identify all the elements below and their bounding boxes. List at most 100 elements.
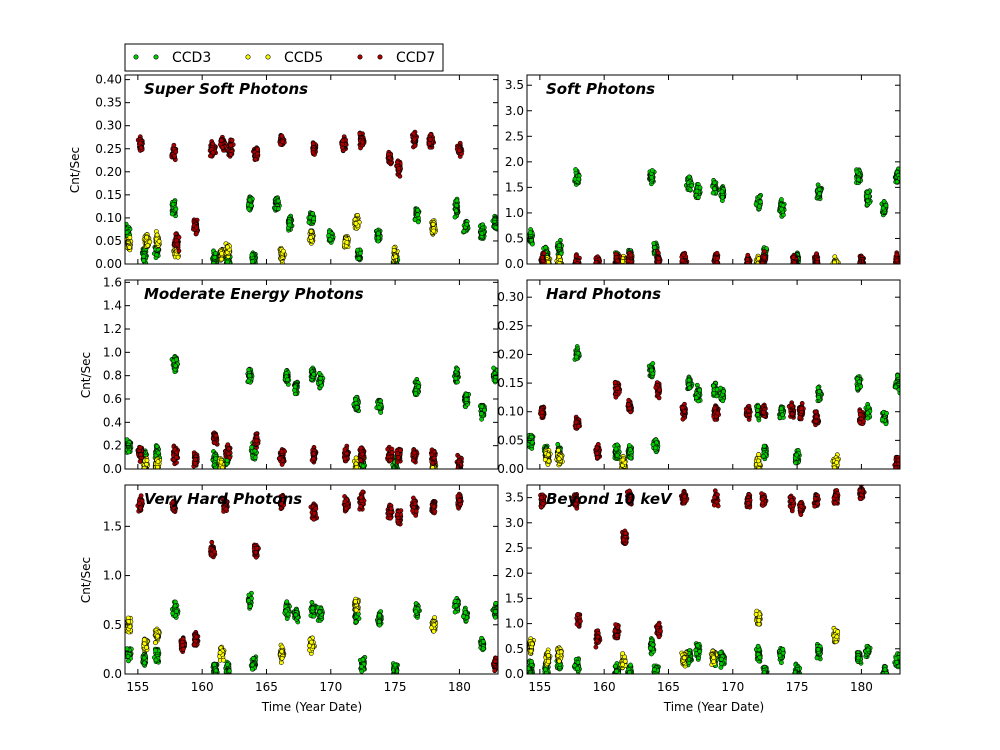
point-ccd7 [194, 225, 199, 231]
point-ccd7 [791, 255, 796, 260]
point-ccd7 [174, 241, 180, 247]
ytick-label: 0.00 [95, 257, 122, 271]
point-ccd3 [156, 450, 161, 456]
point-ccd7 [255, 147, 261, 152]
point-ccd3 [169, 211, 175, 217]
point-ccd3 [246, 206, 252, 212]
point-ccd3 [415, 219, 421, 225]
legend-frame [124, 43, 444, 72]
point-ccd7 [208, 153, 213, 159]
point-ccd7 [279, 133, 285, 139]
point-ccd3 [310, 211, 316, 216]
point-ccd3 [212, 254, 218, 260]
point-ccd3 [415, 212, 421, 218]
point-ccd3 [576, 176, 582, 182]
point-ccd3 [464, 392, 469, 398]
point-ccd3 [479, 231, 485, 236]
ytick-label: 0.20 [95, 165, 122, 179]
point-ccd7 [220, 144, 225, 150]
point-ccd3 [880, 205, 886, 211]
point-ccd3 [246, 367, 252, 373]
point-ccd7 [656, 256, 662, 262]
legend-label-ccd5: CCD5 [284, 50, 323, 66]
point-ccd3 [376, 405, 382, 410]
point-ccd7 [411, 131, 417, 136]
point-ccd3 [757, 199, 763, 205]
point-ccd7 [628, 252, 634, 258]
point-ccd3 [695, 195, 701, 200]
point-ccd7 [280, 139, 285, 145]
point-ccd3 [356, 256, 362, 261]
point-ccd3 [354, 404, 360, 410]
point-ccd7 [894, 252, 900, 258]
point-ccd5 [393, 254, 399, 260]
point-ccd3 [453, 375, 459, 381]
ytick-label: 0.25 [95, 142, 122, 156]
point-ccd7 [396, 166, 402, 171]
panels: 0.000.050.100.150.200.250.300.350.40Supe… [95, 73, 901, 694]
legend-marker-ccd3-b [153, 54, 159, 60]
point-ccd3 [686, 174, 692, 180]
point-ccd7 [427, 141, 432, 146]
point-ccd3 [412, 217, 418, 223]
point-ccd3 [528, 230, 533, 236]
point-ccd3 [317, 371, 322, 376]
point-ccd7 [137, 140, 143, 146]
point-ccd3 [213, 456, 219, 461]
point-ccd7 [412, 136, 417, 142]
point-ccd3 [306, 219, 312, 225]
point-ccd3 [864, 194, 870, 199]
point-ccd3 [454, 198, 460, 204]
point-ccd3 [573, 167, 578, 172]
point-ccd3 [461, 228, 467, 234]
point-ccd3 [856, 177, 861, 183]
point-ccd7 [310, 141, 316, 146]
point-ccd7 [176, 234, 182, 240]
point-ccd3 [463, 397, 469, 402]
ytick-label: 3.0 [505, 104, 524, 118]
point-ccd3 [694, 188, 700, 194]
point-ccd3 [652, 245, 657, 250]
point-ccd7 [615, 258, 620, 264]
point-ccd3 [649, 175, 655, 180]
point-ccd3 [213, 251, 218, 256]
point-ccd3 [415, 207, 421, 213]
point-ccd3 [249, 444, 255, 450]
point-ccd7 [310, 150, 316, 155]
ytick-label: 0.10 [95, 211, 122, 225]
point-ccd7 [394, 159, 400, 165]
point-ccd3 [378, 398, 384, 404]
point-ccd3 [249, 252, 255, 258]
ytick-label: 3.5 [505, 78, 524, 92]
point-ccd7 [573, 253, 579, 259]
point-ccd3 [556, 243, 562, 249]
ytick-label: 0.40 [95, 73, 122, 87]
point-ccd7 [681, 252, 686, 258]
panel-1: 0.000.050.100.150.200.250.300.350.40Supe… [95, 73, 499, 271]
point-ccd3 [327, 237, 333, 242]
point-ccd5 [556, 260, 562, 264]
point-ccd7 [539, 255, 545, 260]
legend-label-ccd3: CCD3 [172, 50, 211, 66]
point-ccd3 [452, 214, 458, 220]
ytick-label: 1.5 [505, 180, 524, 194]
point-ccd5 [620, 259, 625, 264]
axes-frame [124, 74, 499, 265]
scatter-points [527, 166, 900, 264]
scatter-points [125, 129, 498, 264]
point-ccd3 [125, 442, 131, 448]
point-ccd3 [719, 189, 725, 195]
panel-title: Soft Photons [546, 80, 655, 98]
point-ccd3 [712, 180, 717, 186]
point-ccd3 [697, 185, 703, 191]
ytick-label: 0.30 [95, 119, 122, 133]
point-ccd3 [817, 191, 822, 197]
point-ccd7 [715, 256, 720, 261]
point-ccd3 [246, 378, 251, 384]
point-ccd7 [228, 152, 234, 157]
point-ccd3 [317, 379, 323, 385]
point-ccd3 [285, 377, 290, 383]
point-ccd5 [219, 251, 225, 256]
point-ccd7 [173, 149, 179, 155]
point-ccd7 [172, 153, 177, 159]
